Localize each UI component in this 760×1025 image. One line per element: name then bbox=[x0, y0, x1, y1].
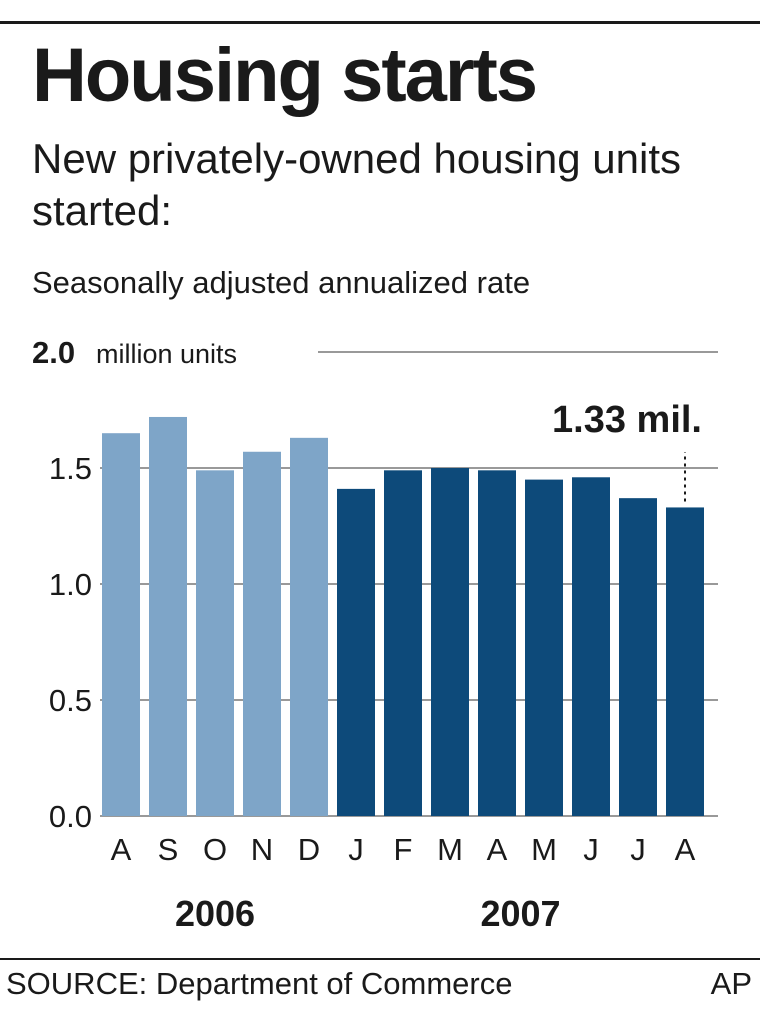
y-unit-label: million units bbox=[96, 339, 237, 369]
bar bbox=[149, 416, 187, 816]
bar bbox=[619, 498, 657, 816]
chart-note: Seasonally adjusted annualized rate bbox=[32, 265, 531, 300]
x-tick-label: M bbox=[531, 832, 557, 867]
bar bbox=[572, 477, 610, 816]
bar bbox=[525, 479, 563, 816]
annotation-label: 1.33 mil. bbox=[552, 399, 702, 441]
x-tick-label: A bbox=[675, 832, 696, 867]
x-tick-label: A bbox=[487, 832, 508, 867]
bar bbox=[337, 488, 375, 816]
x-tick-label: M bbox=[437, 832, 463, 867]
bottom-rule bbox=[0, 958, 760, 960]
chart-subtitle: New privately-owned housing units starte… bbox=[32, 135, 682, 234]
x-tick-label: J bbox=[583, 832, 599, 867]
x-tick-label: A bbox=[111, 832, 132, 867]
bar bbox=[102, 433, 140, 816]
bar bbox=[243, 451, 281, 816]
x-tick-label: S bbox=[158, 832, 179, 867]
bar bbox=[666, 507, 704, 816]
x-tick-label: F bbox=[394, 832, 413, 867]
y-tick-label: 0.5 bbox=[49, 683, 92, 718]
y-tick-label: 0.0 bbox=[49, 799, 92, 834]
chart-title: Housing starts bbox=[32, 33, 538, 118]
bar bbox=[196, 470, 234, 816]
bar bbox=[384, 470, 422, 816]
y-tick-label: 2.0 bbox=[32, 335, 75, 370]
source-credit: SOURCE: Department of Commerce bbox=[6, 966, 513, 1001]
agency-credit: AP bbox=[710, 966, 752, 1001]
x-tick-label: O bbox=[203, 832, 227, 867]
x-tick-label: D bbox=[298, 832, 320, 867]
y-tick-label: 1.0 bbox=[49, 567, 92, 602]
bar bbox=[431, 468, 469, 816]
bar bbox=[478, 470, 516, 816]
year-label: 2007 bbox=[480, 893, 560, 934]
bar bbox=[290, 437, 328, 816]
year-label: 2006 bbox=[175, 893, 255, 934]
top-rule bbox=[0, 21, 760, 24]
y-tick-label: 1.5 bbox=[49, 451, 92, 486]
x-tick-label: J bbox=[630, 832, 646, 867]
x-tick-label: J bbox=[348, 832, 364, 867]
bar-layer bbox=[102, 416, 704, 816]
x-tick-label: N bbox=[251, 832, 273, 867]
